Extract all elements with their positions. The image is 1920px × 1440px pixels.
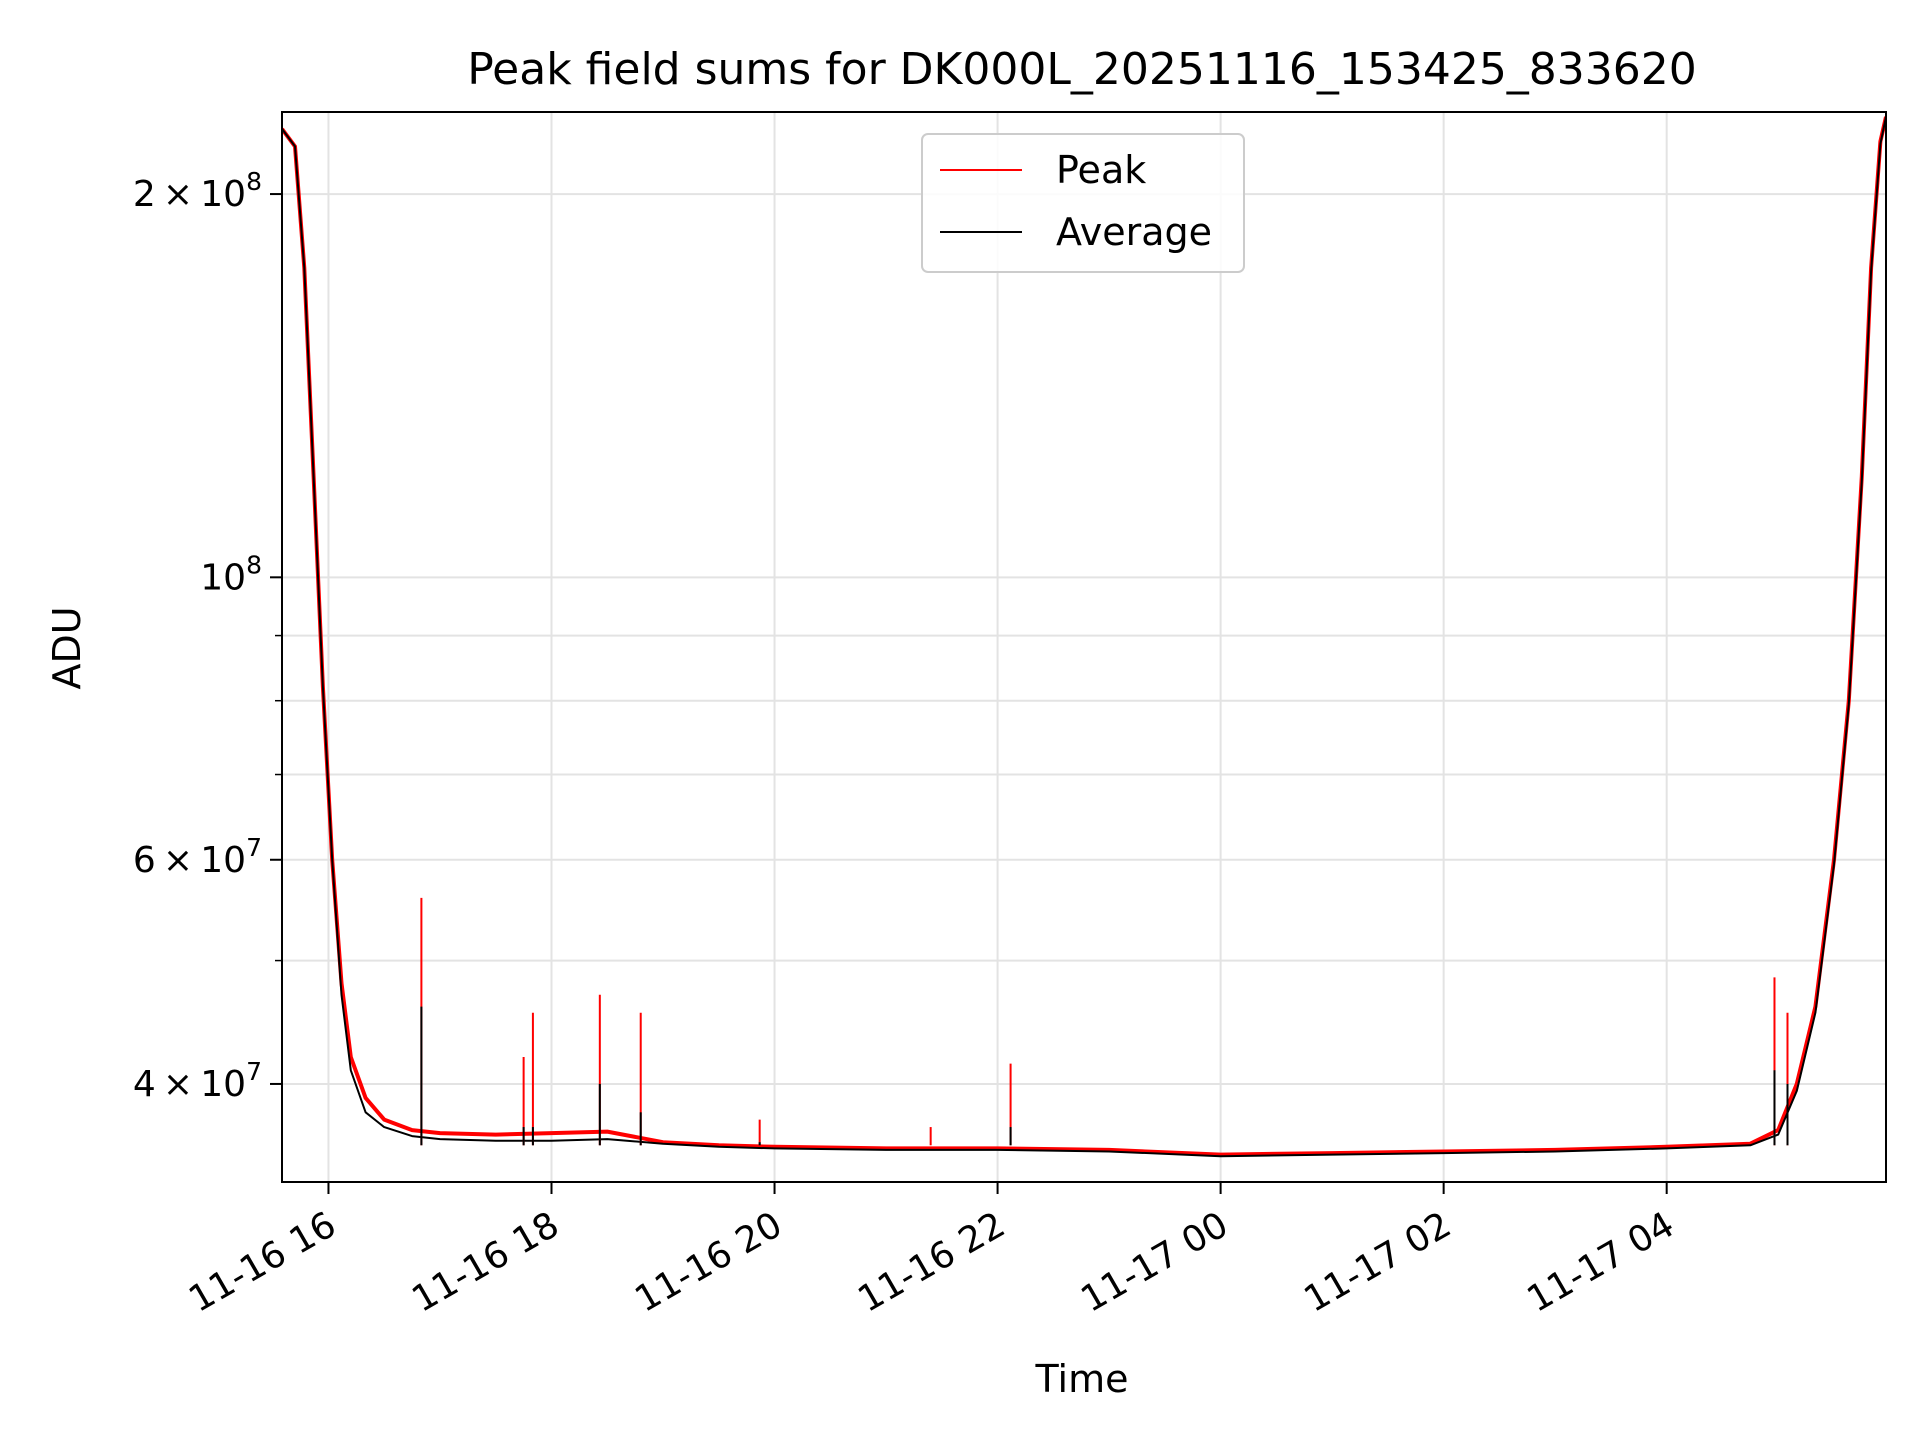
y-tick-label: 108 xyxy=(200,550,262,598)
legend-label-peak: Peak xyxy=(1056,148,1146,192)
y-axis-label: ADU xyxy=(45,606,89,689)
y-tick-label: 6 × 107 xyxy=(133,833,262,881)
y-tick-label: 4 × 107 xyxy=(133,1057,262,1105)
y-tick-label: 2 × 108 xyxy=(133,167,262,215)
legend-label-average: Average xyxy=(1056,210,1212,254)
series-layer xyxy=(282,116,1886,1158)
legend: Peak Average xyxy=(921,133,1245,273)
plot-frame xyxy=(281,111,1887,1183)
legend-box xyxy=(921,133,1245,273)
chart-title: Peak field sums for DK000L_20251116_1534… xyxy=(467,44,1697,95)
series-line-average xyxy=(282,116,1886,1158)
x-axis-label: Time xyxy=(1035,1357,1129,1401)
